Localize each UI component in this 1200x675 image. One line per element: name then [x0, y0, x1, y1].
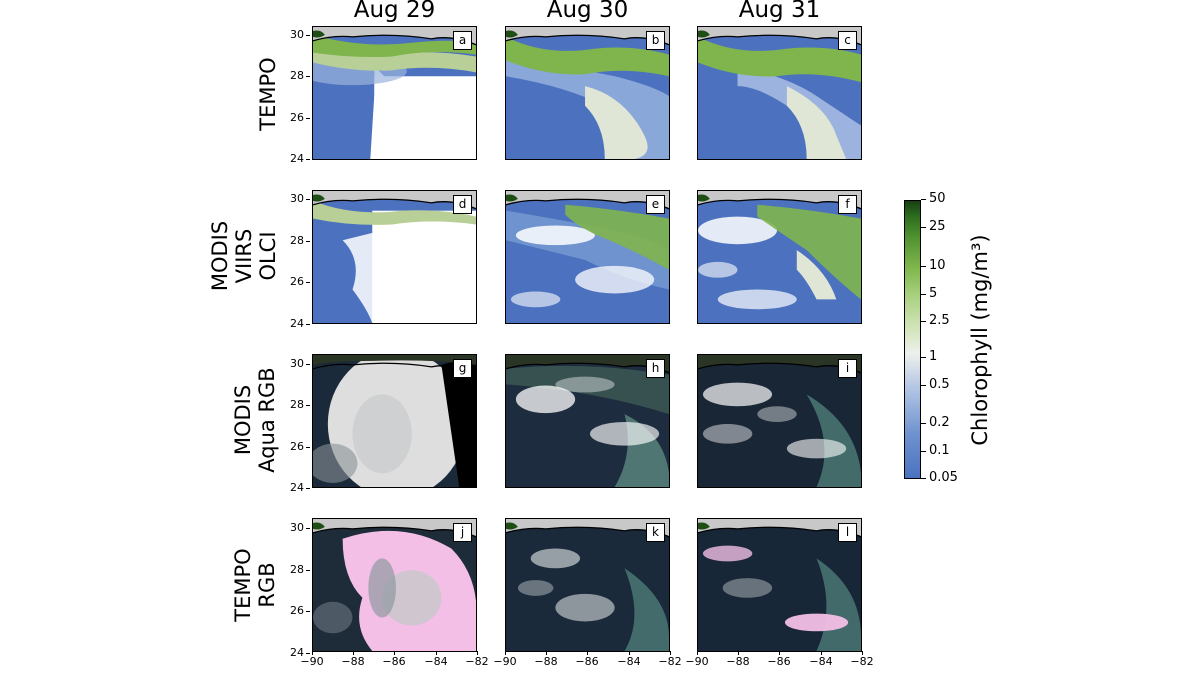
chlorophyll-colorbar: [904, 200, 921, 479]
chlorophyll-map: [313, 191, 476, 323]
row-label-line: TEMPO: [256, 57, 280, 131]
panel-f: f: [697, 190, 862, 324]
y-tick: 26: [282, 275, 310, 288]
y-tick: 30: [282, 521, 310, 534]
x-tick: −84: [614, 651, 644, 668]
x-tick: −82: [655, 651, 685, 668]
y-tick: 30: [282, 357, 310, 370]
row-label-tempo: TEMPO: [256, 9, 280, 179]
panel-letter: j: [453, 523, 472, 542]
y-tick: 24: [282, 152, 310, 165]
satellite-rgb-image: [698, 355, 861, 487]
panel-letter: l: [838, 523, 857, 542]
column-title-aug-31: Aug 31: [738, 0, 821, 23]
satellite-rgb-image: [313, 519, 476, 651]
colorbar-tick: 10: [921, 258, 946, 273]
x-tick: −88: [531, 651, 561, 668]
y-tick: 28: [282, 234, 310, 247]
y-tick: 26: [282, 111, 310, 124]
y-tick: 30: [282, 192, 310, 205]
panel-letter: k: [646, 523, 665, 542]
row-label-line: RGB: [255, 562, 279, 608]
colorbar-tick: 25: [921, 219, 946, 234]
colorbar-tick: 0.2: [921, 415, 950, 430]
row-label-line: VIIRS: [232, 228, 256, 284]
panel-c: c: [697, 26, 862, 160]
column-title-aug-29: Aug 29: [353, 0, 436, 23]
panel-j: j: [312, 518, 477, 652]
x-tick: −86: [572, 651, 602, 668]
colorbar-tick: 0.05: [921, 470, 958, 485]
x-tick: −84: [421, 651, 451, 668]
x-tick: −86: [379, 651, 409, 668]
panel-letter: i: [838, 359, 857, 378]
colorbar-title: Chlorophyll (mg/m³): [968, 234, 992, 446]
panel-g: g: [312, 354, 477, 488]
x-tick: −82: [462, 651, 492, 668]
x-tick: −90: [490, 651, 520, 668]
y-tick: 26: [282, 604, 310, 617]
panel-letter: f: [838, 195, 857, 214]
row-label-tempo-rgb: TEMPO RGB: [231, 500, 279, 670]
panel-d: d: [312, 190, 477, 324]
panel-b: b: [505, 26, 670, 160]
panel-i: i: [697, 354, 862, 488]
x-tick: −86: [764, 651, 794, 668]
satellite-rgb-image: [506, 355, 669, 487]
satellite-rgb-image: [313, 355, 476, 487]
panel-h: h: [505, 354, 670, 488]
panel-a: a: [312, 26, 477, 160]
panel-letter: a: [453, 31, 472, 50]
x-tick: −90: [682, 651, 712, 668]
row-label-line: MODIS: [208, 220, 232, 292]
chlorophyll-map: [698, 191, 861, 323]
colorbar-tick: 0.1: [921, 443, 950, 458]
chlorophyll-map: [506, 191, 669, 323]
y-tick: 28: [282, 398, 310, 411]
colorbar-tick: 5: [920, 286, 938, 301]
row-label-modis-viirs-olci: MODIS VIIRS OLCI: [208, 171, 280, 341]
x-tick: −88: [723, 651, 753, 668]
panel-letter: c: [838, 31, 857, 50]
chlorophyll-map: [506, 27, 669, 159]
panel-letter: h: [646, 359, 665, 378]
panel-e: e: [505, 190, 670, 324]
panel-letter: g: [453, 359, 472, 378]
panel-letter: d: [453, 195, 472, 214]
panel-k: k: [505, 518, 670, 652]
row-label-line: OLCI: [256, 231, 280, 281]
y-tick: 24: [282, 481, 310, 494]
panel-letter: b: [646, 31, 665, 50]
x-tick: −88: [338, 651, 368, 668]
y-tick: 24: [282, 646, 310, 659]
x-tick: −90: [297, 651, 327, 668]
panel-l: l: [697, 518, 862, 652]
row-label-modis-aqua-rgb: MODIS Aqua RGB: [231, 335, 279, 505]
row-label-line: Aqua RGB: [255, 367, 279, 473]
y-tick: 26: [282, 440, 310, 453]
colorbar-tick: 2.5: [921, 313, 950, 328]
x-tick: −82: [847, 651, 877, 668]
chlorophyll-map: [313, 27, 476, 159]
row-label-line: TEMPO: [231, 548, 255, 622]
x-tick: −84: [806, 651, 836, 668]
colorbar-tick: 1: [920, 349, 938, 364]
y-tick: 30: [282, 28, 310, 41]
satellite-rgb-image: [698, 519, 861, 651]
chlorophyll-map: [698, 27, 861, 159]
y-tick: 28: [282, 563, 310, 576]
panel-letter: e: [646, 195, 665, 214]
y-tick: 28: [282, 69, 310, 82]
column-title-aug-30: Aug 30: [546, 0, 629, 23]
colorbar-tick: 0.5: [921, 377, 950, 392]
satellite-rgb-image: [506, 519, 669, 651]
y-tick: 24: [282, 317, 310, 330]
colorbar-tick: 50: [921, 191, 946, 206]
row-label-line: MODIS: [231, 384, 255, 456]
